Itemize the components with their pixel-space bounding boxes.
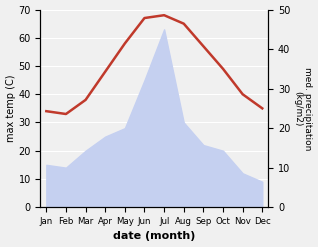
X-axis label: date (month): date (month)	[113, 231, 196, 242]
Y-axis label: max temp (C): max temp (C)	[5, 75, 16, 142]
Y-axis label: med. precipitation
(kg/m2): med. precipitation (kg/m2)	[293, 67, 313, 150]
